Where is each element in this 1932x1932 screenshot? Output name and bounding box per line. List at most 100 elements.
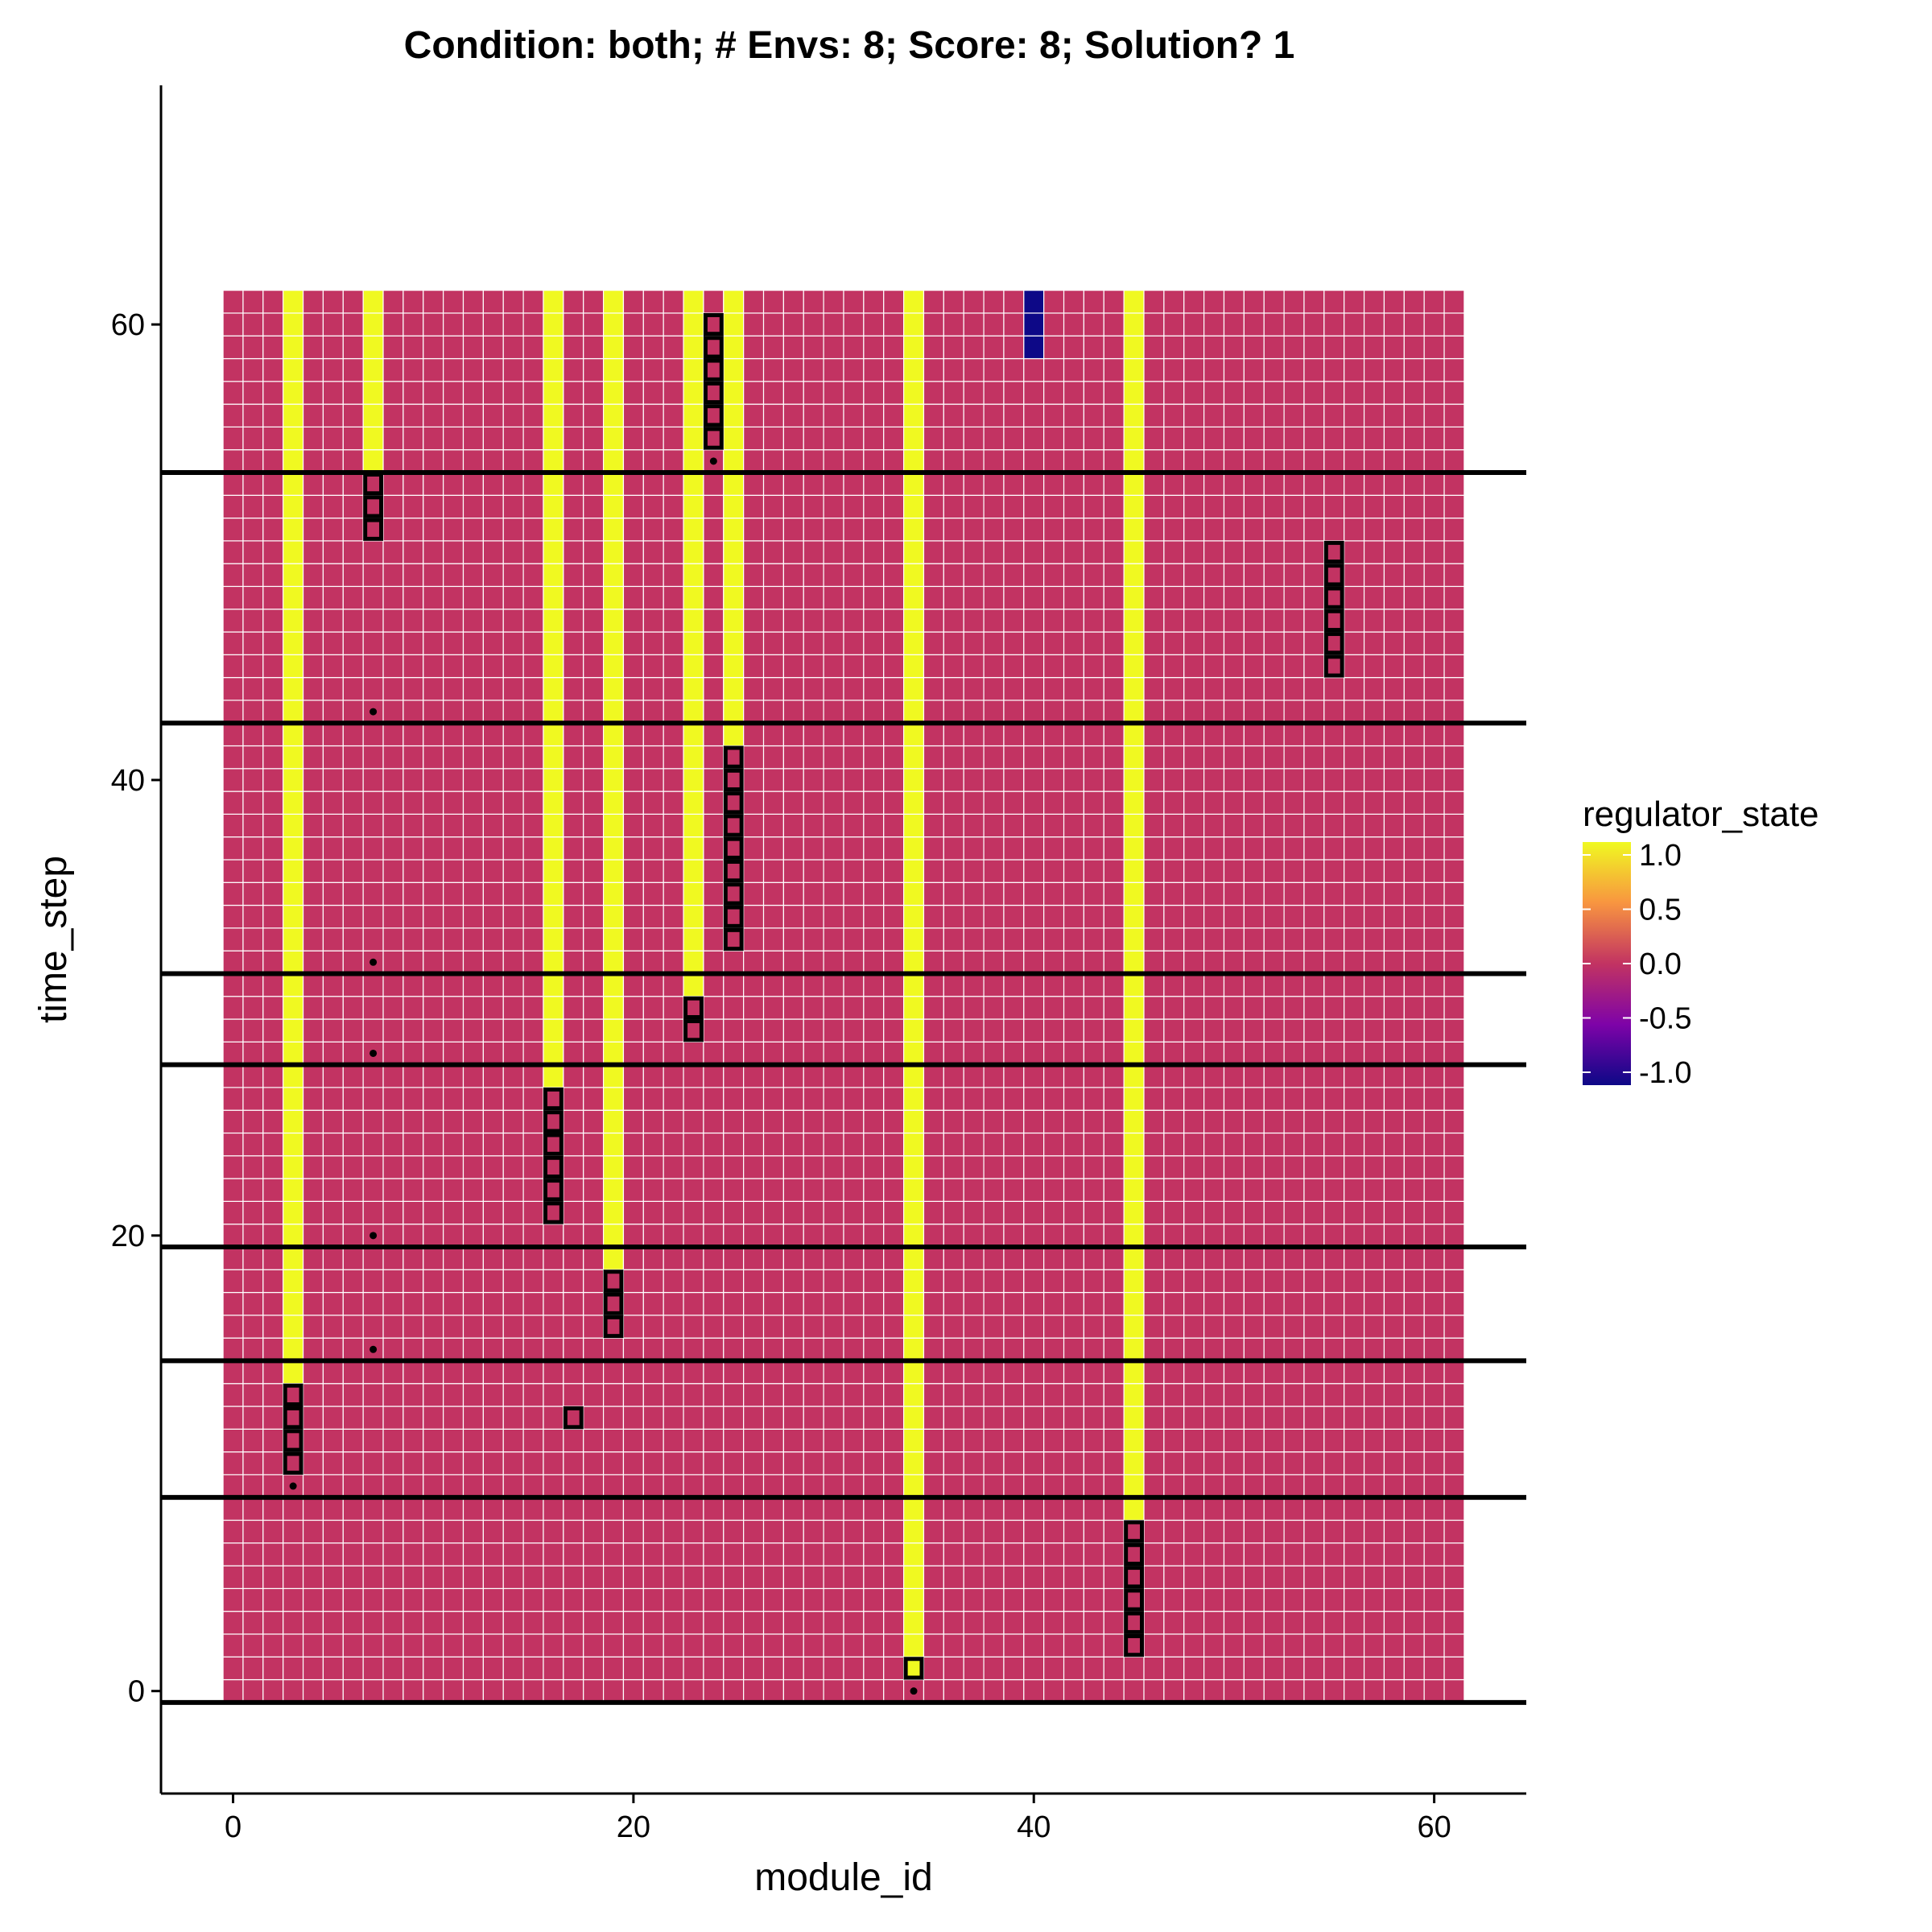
heatmap-cell xyxy=(803,677,824,701)
heatmap-cell xyxy=(1243,904,1265,929)
heatmap-cell xyxy=(522,677,544,701)
heatmap-cell xyxy=(1043,1656,1065,1681)
heatmap-cell xyxy=(883,449,905,473)
heatmap-cell xyxy=(423,449,444,473)
heatmap-cell xyxy=(502,585,524,610)
heatmap-cell xyxy=(843,585,865,610)
heatmap-cell xyxy=(482,1291,504,1316)
heatmap-cell xyxy=(1383,381,1405,405)
heatmap-cell xyxy=(642,1178,664,1202)
heatmap-cell xyxy=(723,1132,745,1157)
heatmap-cell xyxy=(1223,472,1245,496)
heatmap-cell xyxy=(743,1474,765,1498)
heatmap-cell xyxy=(502,1224,524,1248)
heatmap-cell xyxy=(923,1565,944,1589)
heatmap-cell xyxy=(683,357,704,382)
heatmap-cell xyxy=(823,972,844,997)
heatmap-cell xyxy=(1143,1315,1165,1339)
heatmap-cell xyxy=(1003,1519,1025,1544)
heatmap-cell xyxy=(602,312,625,336)
heatmap-cell xyxy=(1043,1474,1065,1498)
heatmap-cell xyxy=(1223,700,1245,724)
heatmap-cell xyxy=(1203,904,1225,929)
heatmap-cell xyxy=(1043,791,1065,815)
heatmap-cell xyxy=(723,1109,745,1134)
heatmap-cell xyxy=(1103,609,1125,633)
heatmap-cell xyxy=(1323,449,1345,473)
heatmap-cell xyxy=(522,517,544,542)
heatmap-cell xyxy=(823,1428,844,1453)
heatmap-cell xyxy=(1443,700,1465,724)
heatmap-cell xyxy=(1403,813,1425,838)
heatmap-cell xyxy=(1323,1587,1345,1612)
heatmap-cell xyxy=(423,357,444,382)
heatmap-cell xyxy=(983,1087,1005,1111)
heatmap-cell xyxy=(1163,449,1185,473)
heatmap-cell xyxy=(883,517,905,542)
heatmap-cell xyxy=(1043,585,1065,610)
heatmap-cell xyxy=(983,1224,1005,1248)
heatmap-cell xyxy=(1003,1291,1025,1316)
heatmap-cell xyxy=(362,859,384,883)
heatmap-cell xyxy=(482,791,504,815)
heatmap-cell xyxy=(1403,1200,1425,1225)
heatmap-cell xyxy=(762,1360,784,1385)
heatmap-cell xyxy=(402,357,424,382)
heatmap-cell xyxy=(1303,494,1325,519)
heatmap-cell xyxy=(803,472,824,496)
heatmap-cell xyxy=(622,768,644,792)
heatmap-cell xyxy=(782,1451,804,1476)
heatmap-cell xyxy=(923,357,944,382)
heatmap-cell xyxy=(1383,1337,1405,1362)
heatmap-cell xyxy=(622,1315,644,1339)
heatmap-cell xyxy=(1344,700,1365,724)
heatmap-cell xyxy=(1283,312,1305,336)
heatmap-cell xyxy=(843,791,865,815)
heatmap-cell xyxy=(762,312,784,336)
heatmap-cell xyxy=(1363,1132,1385,1157)
heatmap-cell xyxy=(262,540,284,564)
heatmap-cell xyxy=(823,1611,844,1635)
heatmap-cell xyxy=(683,1587,704,1612)
heatmap-cell xyxy=(1023,1406,1045,1430)
heatmap-cell xyxy=(622,335,644,360)
heatmap-cell xyxy=(1043,927,1065,952)
heatmap-cell xyxy=(1043,1611,1065,1635)
heatmap-cell xyxy=(1344,1155,1365,1179)
heatmap-cell xyxy=(382,403,404,427)
heatmap-cell xyxy=(782,768,804,792)
heatmap-cell xyxy=(382,950,404,975)
heatmap-cell xyxy=(1123,1315,1145,1339)
heatmap-cell xyxy=(1223,1406,1245,1430)
heatmap-cell xyxy=(863,1451,885,1476)
heatmap-cell xyxy=(1403,1337,1425,1362)
heatmap-cell xyxy=(402,403,424,427)
heatmap-cell xyxy=(943,722,964,747)
heatmap-cell xyxy=(583,904,605,929)
heatmap-cell xyxy=(242,904,264,929)
heatmap-cell xyxy=(1443,1246,1465,1270)
heatmap-cell xyxy=(262,1428,284,1453)
heatmap-cell xyxy=(883,1018,905,1042)
heatmap-cell xyxy=(1043,494,1065,519)
heatmap-cell xyxy=(743,1224,765,1248)
heatmap-cell xyxy=(1163,927,1185,952)
heatmap-cell xyxy=(923,1474,944,1498)
heatmap-cell xyxy=(222,1587,244,1612)
heatmap-cell xyxy=(723,1155,745,1179)
heatmap-cell xyxy=(883,1656,905,1681)
heatmap-cell xyxy=(302,1656,324,1681)
heatmap-cell xyxy=(723,1246,745,1270)
heatmap-cell xyxy=(1203,290,1225,314)
heatmap-cell xyxy=(1023,768,1045,792)
heatmap-cell xyxy=(482,1383,504,1407)
heatmap-cell xyxy=(963,1451,985,1476)
heatmap-cell xyxy=(462,1291,484,1316)
heatmap-cell xyxy=(1263,1611,1285,1635)
heatmap-cell xyxy=(402,813,424,838)
heatmap-cell xyxy=(622,1155,644,1179)
heatmap-cell xyxy=(782,1587,804,1612)
heatmap-cell xyxy=(1143,312,1165,336)
heatmap-cell xyxy=(1043,609,1065,633)
heatmap-cell xyxy=(843,881,865,906)
